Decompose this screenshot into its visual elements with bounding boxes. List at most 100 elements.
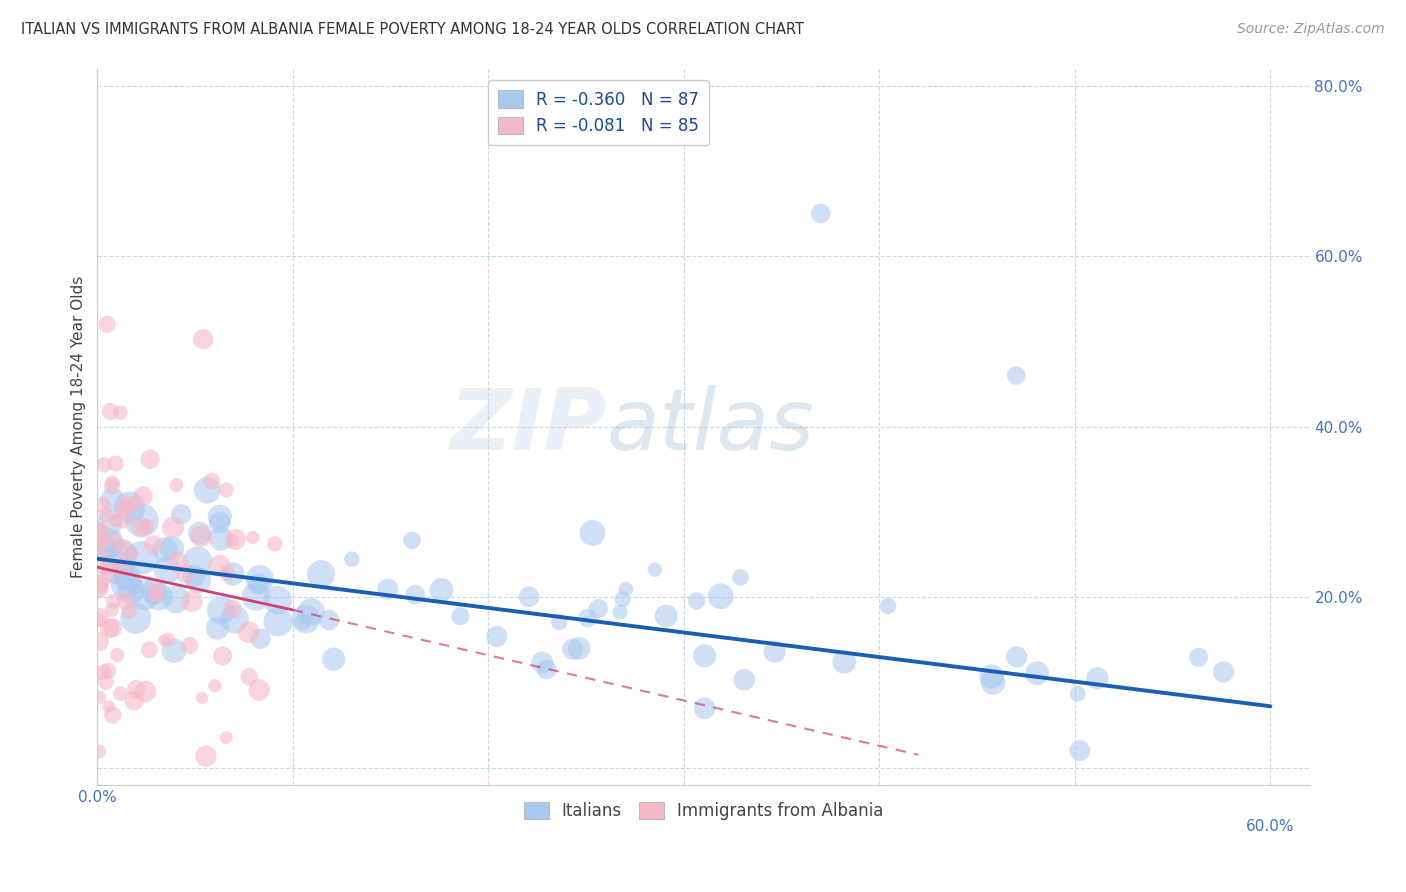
Point — [245, 590, 267, 604]
Point — [89, 524, 111, 538]
Point — [166, 555, 188, 569]
Point — [120, 583, 142, 598]
Point — [215, 731, 238, 745]
Point — [247, 577, 270, 591]
Point — [1026, 666, 1049, 681]
Point — [110, 406, 132, 420]
Point — [131, 514, 153, 528]
Point — [118, 605, 141, 619]
Point — [295, 612, 318, 626]
Point — [97, 664, 120, 678]
Text: ITALIAN VS IMMIGRANTS FROM ALBANIA FEMALE POVERTY AMONG 18-24 YEAR OLDS CORRELAT: ITALIAN VS IMMIGRANTS FROM ALBANIA FEMAL… — [21, 22, 804, 37]
Point — [222, 533, 245, 548]
Point — [101, 492, 124, 507]
Point — [101, 603, 124, 617]
Point — [208, 559, 231, 574]
Point — [588, 601, 610, 615]
Point — [97, 699, 120, 714]
Point — [576, 611, 599, 625]
Point — [449, 609, 471, 624]
Point — [183, 569, 205, 583]
Point — [98, 621, 121, 635]
Point — [238, 625, 260, 640]
Point — [980, 669, 1002, 683]
Point — [115, 576, 138, 591]
Point — [877, 599, 900, 613]
Point — [162, 520, 184, 534]
Point — [111, 512, 134, 526]
Point — [263, 537, 285, 551]
Point — [165, 592, 187, 607]
Point — [832, 655, 855, 669]
Point — [110, 687, 132, 701]
Text: atlas: atlas — [606, 385, 814, 468]
Point — [201, 474, 224, 488]
Point — [247, 682, 270, 697]
Point — [93, 665, 115, 680]
Text: ZIP: ZIP — [449, 385, 606, 468]
Point — [93, 458, 115, 472]
Point — [1067, 687, 1090, 701]
Point — [318, 613, 340, 627]
Point — [131, 550, 153, 565]
Point — [105, 648, 128, 662]
Point — [114, 594, 136, 608]
Point — [733, 673, 755, 687]
Point — [89, 610, 111, 624]
Point — [104, 514, 127, 528]
Point — [111, 541, 134, 556]
Point — [132, 489, 155, 503]
Point — [174, 566, 197, 581]
Point — [186, 553, 208, 567]
Point — [309, 567, 332, 582]
Point — [94, 674, 117, 689]
Point — [291, 615, 314, 629]
Point — [267, 615, 290, 629]
Point — [96, 508, 118, 522]
Point — [139, 452, 162, 467]
Point — [561, 642, 583, 657]
Point — [104, 457, 127, 471]
Point — [377, 582, 399, 596]
Point — [145, 587, 167, 601]
Point — [686, 594, 709, 608]
Point — [98, 404, 121, 418]
Point — [89, 536, 111, 550]
Point — [485, 629, 508, 643]
Point — [115, 497, 138, 511]
Point — [110, 559, 132, 574]
Point — [612, 592, 634, 607]
Point — [89, 524, 111, 539]
Point — [1005, 649, 1028, 664]
Point — [101, 621, 124, 635]
Point — [517, 590, 540, 604]
Point — [401, 533, 423, 548]
Point — [614, 582, 637, 596]
Point — [340, 552, 363, 566]
Point — [89, 578, 111, 592]
Point — [89, 744, 111, 758]
Point — [187, 574, 209, 588]
Point — [581, 525, 603, 540]
Point — [299, 605, 322, 619]
Point — [209, 603, 232, 617]
Point — [98, 517, 121, 532]
Point — [91, 551, 114, 566]
Point — [91, 498, 114, 512]
Point — [89, 613, 111, 627]
Point — [548, 615, 571, 629]
Point — [655, 609, 678, 624]
Point — [536, 663, 558, 677]
Point — [208, 516, 231, 530]
Point — [125, 682, 148, 697]
Point — [981, 675, 1004, 690]
Point — [1005, 368, 1028, 383]
Point — [156, 563, 179, 577]
Point — [194, 749, 217, 764]
Point — [122, 693, 145, 707]
Point — [217, 566, 239, 581]
Point — [242, 531, 264, 545]
Point — [138, 642, 160, 657]
Point — [112, 502, 135, 516]
Point — [143, 584, 166, 599]
